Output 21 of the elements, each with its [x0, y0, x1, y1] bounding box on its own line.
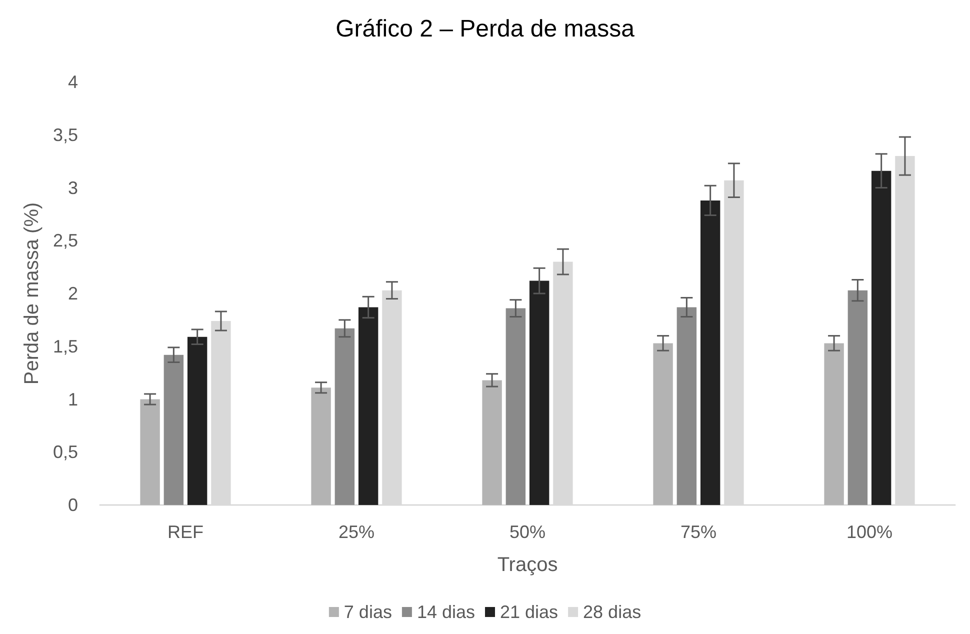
- y-tick-label: 0: [68, 495, 78, 515]
- legend-label: 7 dias: [344, 602, 392, 622]
- y-tick-label: 3,5: [52, 124, 78, 145]
- y-tick-label: 3: [68, 178, 78, 198]
- y-tick-label: 1: [68, 389, 78, 410]
- legend-label: 14 dias: [416, 602, 475, 622]
- x-axis-title: Traços: [497, 554, 558, 576]
- y-tick-label: 2,5: [52, 230, 78, 251]
- x-tick-label: 50%: [509, 522, 546, 542]
- y-tick-label: 0,5: [52, 442, 78, 462]
- x-tick-label: 100%: [846, 522, 893, 542]
- x-tick-label: REF: [168, 522, 204, 542]
- legend-label: 28 dias: [583, 602, 642, 622]
- y-tick-label: 4: [68, 72, 78, 92]
- y-axis-title: Perda de massa (%): [21, 202, 44, 385]
- x-tick-label: 75%: [680, 522, 717, 542]
- y-tick-label: 1,5: [52, 336, 78, 356]
- legend-label: 21 dias: [500, 602, 558, 622]
- x-tick-label: 25%: [338, 522, 375, 542]
- y-tick-label: 2: [68, 284, 78, 304]
- chart-title: Gráfico 2 – Perda de massa: [336, 16, 636, 42]
